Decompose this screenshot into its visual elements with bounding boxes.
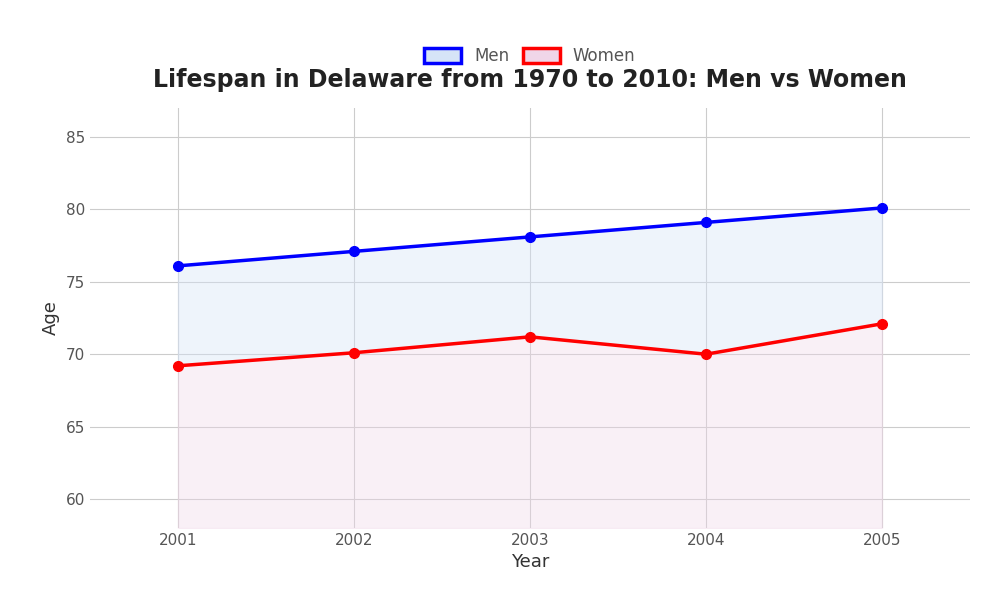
- Women: [700, 350, 712, 358]
- Women: [524, 333, 536, 340]
- Women: [172, 362, 184, 370]
- Y-axis label: Age: Age: [42, 301, 60, 335]
- X-axis label: Year: Year: [511, 553, 549, 571]
- Legend: Men, Women: Men, Women: [418, 41, 642, 72]
- Men: [876, 205, 888, 212]
- Title: Lifespan in Delaware from 1970 to 2010: Men vs Women: Lifespan in Delaware from 1970 to 2010: …: [153, 68, 907, 92]
- Line: Women: Women: [173, 319, 887, 371]
- Women: [348, 349, 360, 356]
- Men: [700, 219, 712, 226]
- Men: [348, 248, 360, 255]
- Line: Men: Men: [173, 203, 887, 271]
- Men: [524, 233, 536, 241]
- Men: [172, 262, 184, 269]
- Women: [876, 320, 888, 328]
